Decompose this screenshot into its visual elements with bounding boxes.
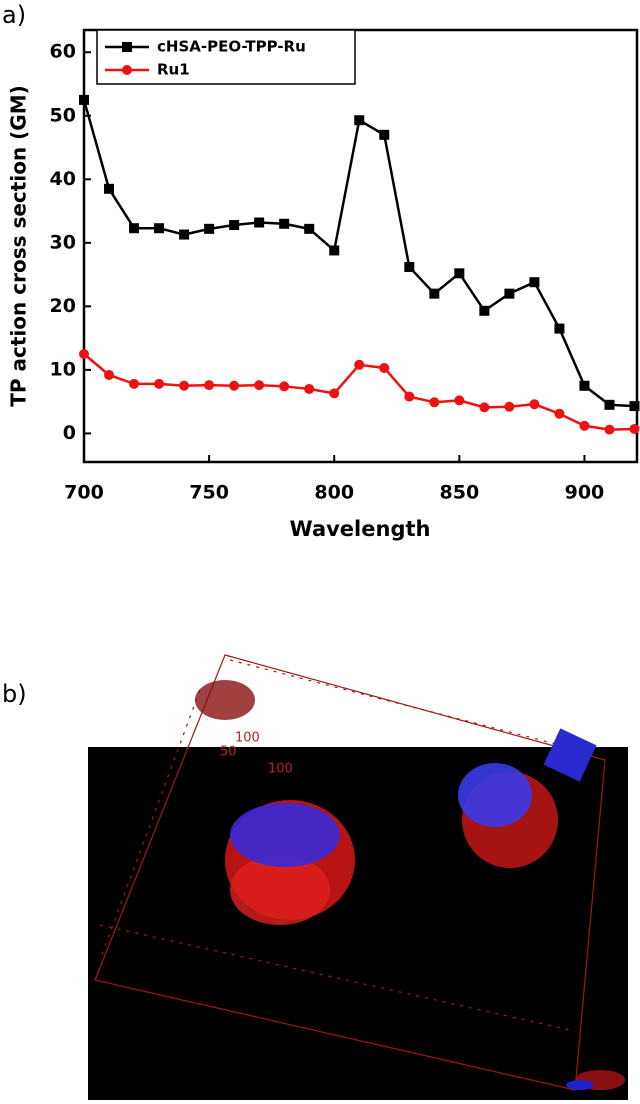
y-tick-label: 50 — [50, 104, 76, 126]
marker — [604, 424, 615, 435]
panel-label: b) — [2, 680, 27, 708]
y-tick-label: 60 — [50, 41, 76, 63]
cell-red — [230, 855, 330, 925]
marker — [529, 399, 540, 410]
legend-label: cHSA-PEO-TPP-Ru — [157, 38, 306, 56]
y-tick-label: 40 — [50, 168, 76, 190]
legend-marker — [122, 65, 132, 75]
marker — [379, 129, 390, 140]
x-tick-label: 850 — [440, 482, 480, 504]
x-tick-label: 750 — [189, 482, 229, 504]
microscopy-image: 100 50 100 — [88, 654, 628, 1100]
y-axis-label: TP action cross section (GM) — [7, 85, 31, 406]
marker — [579, 420, 590, 431]
legend-box — [96, 29, 356, 85]
marker — [104, 183, 115, 194]
marker — [79, 94, 89, 105]
marker — [629, 423, 640, 434]
marker — [154, 378, 165, 389]
marker — [504, 401, 515, 412]
nucleus-blue — [458, 763, 532, 827]
marker — [479, 402, 490, 413]
y-tick-label: 0 — [63, 422, 76, 444]
marker — [279, 381, 290, 392]
x-tick-label: 800 — [314, 482, 354, 504]
nucleus-blue — [230, 803, 340, 867]
marker — [79, 349, 89, 359]
axes-frame — [82, 28, 639, 464]
marker — [154, 223, 165, 234]
marker — [429, 397, 440, 408]
x-axis-label: Wavelength — [290, 517, 431, 541]
marker — [554, 408, 565, 419]
marker — [329, 388, 340, 399]
scale-label: 100 — [235, 731, 260, 746]
marker — [604, 399, 615, 410]
x-tick-label: 900 — [565, 482, 605, 504]
plot-area: 0 10 20 30 40 50 60 700 750 800 850 900 cHSA-PEO-TPP… — [50, 28, 640, 504]
x-tick-label: 700 — [64, 482, 104, 504]
legend-label: Ru1 — [157, 61, 190, 79]
marker — [479, 305, 490, 316]
marker — [304, 223, 315, 234]
scale-label: 100 — [268, 762, 293, 777]
box-ticks — [99, 659, 571, 1031]
marker — [354, 115, 365, 126]
marker — [454, 268, 465, 279]
marker — [404, 391, 415, 402]
marker — [179, 229, 190, 240]
legend-marker — [122, 42, 132, 52]
marker — [229, 220, 240, 231]
cells — [195, 680, 625, 1090]
marker — [379, 362, 390, 373]
marker — [204, 380, 215, 391]
marker — [179, 380, 190, 391]
marker — [329, 245, 340, 256]
marker — [254, 380, 265, 391]
box-edges — [94, 654, 606, 1091]
marker — [404, 261, 415, 272]
marker — [129, 378, 140, 389]
marker — [304, 383, 315, 394]
marker — [104, 369, 115, 380]
scale-label: 50 — [220, 745, 237, 760]
marker — [629, 401, 640, 412]
marker — [229, 380, 240, 391]
y-tick-label: 30 — [50, 231, 76, 253]
y-tick-label: 10 — [50, 358, 76, 380]
marker — [554, 323, 565, 334]
marker — [129, 223, 140, 234]
corner-blob — [543, 728, 597, 782]
marker — [279, 218, 290, 229]
marker — [354, 359, 365, 370]
marker — [454, 395, 465, 406]
marker — [204, 223, 215, 234]
marker — [429, 288, 440, 299]
panel-label: a) — [2, 1, 26, 29]
marker — [579, 380, 590, 391]
debris — [566, 1080, 594, 1090]
marker — [504, 288, 515, 299]
bounding-box — [94, 654, 606, 1091]
y-tick-label: 20 — [50, 295, 76, 317]
marker — [254, 217, 265, 228]
marker — [529, 277, 540, 288]
debris — [195, 680, 255, 720]
